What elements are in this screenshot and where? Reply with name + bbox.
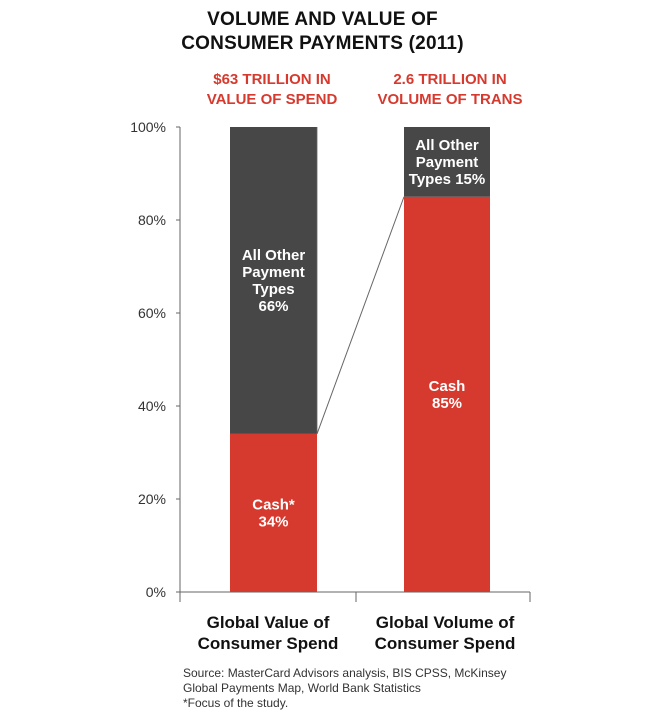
connector-line [316, 196, 405, 435]
y-tick-label: 0% [146, 584, 166, 600]
subhead-right-line-1: 2.6 TRILLION IN [393, 71, 507, 88]
segment-label: All Other [415, 137, 479, 154]
segment-label: Types [252, 281, 294, 298]
footnote: *Focus of the study. [183, 696, 289, 710]
y-tick-label: 80% [138, 212, 166, 228]
segment-label: Payment [242, 264, 305, 281]
segment-label: Cash [429, 378, 466, 395]
segment-label: 85% [432, 395, 462, 412]
segment-label: Payment [416, 154, 479, 171]
source-note: Source: MasterCard Advisors analysis, BI… [183, 666, 623, 711]
source-line-1: Source: MasterCard Advisors analysis, BI… [183, 666, 507, 680]
bar-segment-other [404, 127, 490, 197]
category-label: Global Value of [207, 613, 330, 632]
y-tick-label: 40% [138, 398, 166, 414]
title-line-1: VOLUME AND VALUE OF [207, 9, 438, 30]
title-line-2: CONSUMER PAYMENTS (2011) [181, 33, 464, 54]
subhead-right-line-2: VOLUME OF TRANS [377, 91, 523, 108]
segment-label: Types 15% [409, 171, 485, 188]
segment-label: 66% [258, 298, 288, 315]
segment-label: All Other [242, 247, 306, 264]
y-tick-label: 20% [138, 491, 166, 507]
subhead-left-line-2: VALUE OF SPEND [206, 91, 338, 108]
bar-segment-cash [404, 196, 490, 592]
category-label: Consumer Spend [198, 634, 339, 653]
subhead-left-line-1: $63 TRILLION IN [213, 71, 331, 88]
y-tick-label: 60% [138, 305, 166, 321]
subhead-volume-of-trans: 2.6 TRILLION IN VOLUME OF TRANS [350, 70, 550, 110]
y-tick-label: 100% [130, 119, 166, 135]
category-label: Consumer Spend [375, 634, 516, 653]
subhead-value-of-spend: $63 TRILLION IN VALUE OF SPEND [172, 70, 372, 110]
source-line-2: Global Payments Map, World Bank Statisti… [183, 681, 421, 695]
segment-label: 34% [258, 513, 288, 530]
category-label: Global Volume of [376, 613, 515, 632]
segment-label: Cash* [252, 496, 295, 513]
bar-segment-other [230, 127, 317, 434]
chart-title: VOLUME AND VALUE OF CONSUMER PAYMENTS (2… [0, 8, 645, 56]
bar-segment-cash [230, 433, 317, 592]
